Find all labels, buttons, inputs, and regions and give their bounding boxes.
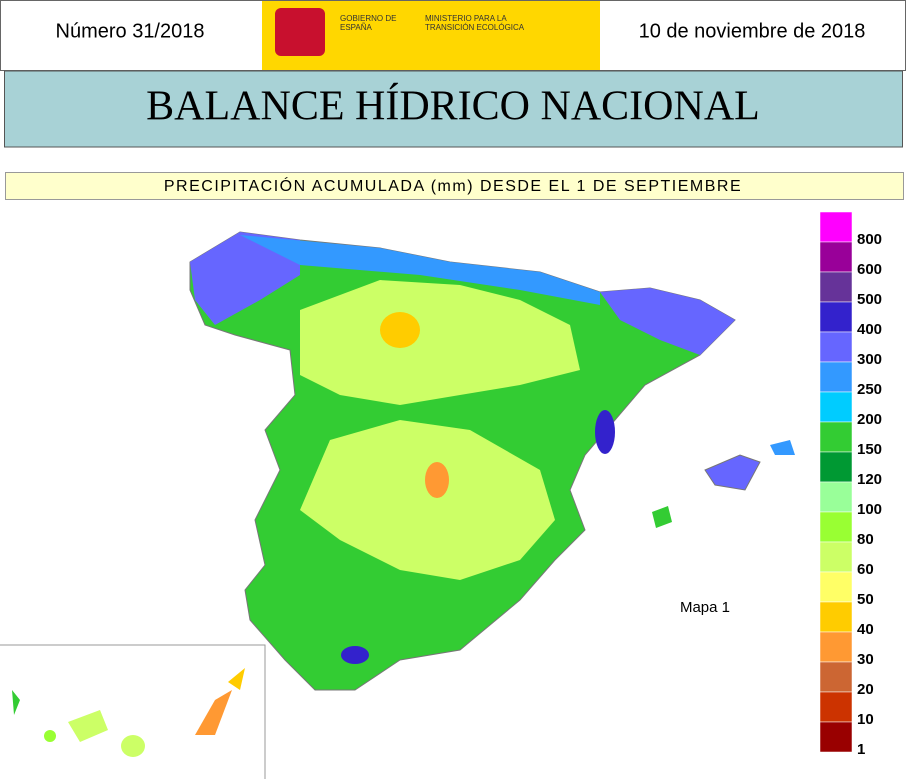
- legend-label: 800: [857, 231, 882, 248]
- title-band: [4, 70, 903, 148]
- legend-swatch: [819, 451, 853, 483]
- legend-label: 150: [857, 441, 882, 458]
- legend-swatch: [819, 241, 853, 273]
- legend-label: 10: [857, 711, 874, 728]
- legend-swatch: [819, 391, 853, 423]
- legend-label: 120: [857, 471, 882, 488]
- legend-swatch: [819, 301, 853, 333]
- dry-spot: [380, 312, 420, 348]
- subtitle-band: [5, 172, 904, 200]
- legend-label: 500: [857, 291, 882, 308]
- legend-label: 100: [857, 501, 882, 518]
- menorca: [770, 440, 795, 455]
- legend-label: 250: [857, 381, 882, 398]
- plateau-south: [300, 420, 555, 580]
- legend-swatch: [819, 661, 853, 693]
- legend-label: 50: [857, 591, 874, 608]
- ministry: MINISTERIO PARA LA TRANSICIÓN ECOLÓGICA: [425, 14, 525, 32]
- map: [189, 231, 795, 691]
- legend-swatch: [819, 601, 853, 633]
- legend-label: 200: [857, 411, 882, 428]
- legend-swatch: [819, 421, 853, 453]
- legend-label: 400: [857, 321, 882, 338]
- legend-swatch: [819, 691, 853, 723]
- wet-south: [341, 646, 369, 664]
- legend-swatch: [819, 271, 853, 303]
- legend-swatch: [819, 631, 853, 663]
- legend-swatch: [819, 511, 853, 543]
- map-label: Mapa 1: [680, 599, 730, 616]
- legend-label: 80: [857, 531, 874, 548]
- legend-swatch: [819, 331, 853, 363]
- issue-date: 10 de noviembre de 2018: [639, 20, 866, 42]
- legend-label: 30: [857, 651, 874, 668]
- issue-number: Número 31/2018: [56, 20, 205, 42]
- canary-islands: [12, 668, 245, 757]
- legend-label: 1: [857, 741, 865, 758]
- wet-east: [595, 410, 615, 454]
- legend-label: 20: [857, 681, 874, 698]
- canary-inset: [0, 644, 266, 779]
- legend-swatch: [819, 541, 853, 573]
- legend-label: 60: [857, 561, 874, 578]
- legend-swatch: [819, 571, 853, 603]
- wet-northeast: [600, 288, 735, 355]
- mallorca: [704, 454, 761, 491]
- title: BALANCE HÍDRICO NACIONAL: [146, 83, 760, 130]
- legend-swatch: [819, 481, 853, 513]
- legend-label: 40: [857, 621, 874, 638]
- legend-label: 300: [857, 351, 882, 368]
- ibiza: [652, 506, 672, 528]
- legend-label: 600: [857, 261, 882, 278]
- dry-spot: [425, 462, 449, 498]
- legend-swatch: [819, 721, 853, 753]
- coat-of-arms: [275, 8, 325, 56]
- wet-northwest: [190, 232, 300, 325]
- legend-swatch: [819, 361, 853, 393]
- subtitle: PRECIPITACIÓN ACUMULADA (mm) DESDE EL 1 …: [164, 176, 742, 195]
- wet-north: [240, 235, 600, 305]
- government: GOBIERNO DE ESPAÑA: [340, 14, 397, 32]
- legend: 8006005004003002502001501201008060504030…: [819, 211, 882, 758]
- legend-swatch: [819, 211, 853, 243]
- plateau-north: [300, 280, 580, 405]
